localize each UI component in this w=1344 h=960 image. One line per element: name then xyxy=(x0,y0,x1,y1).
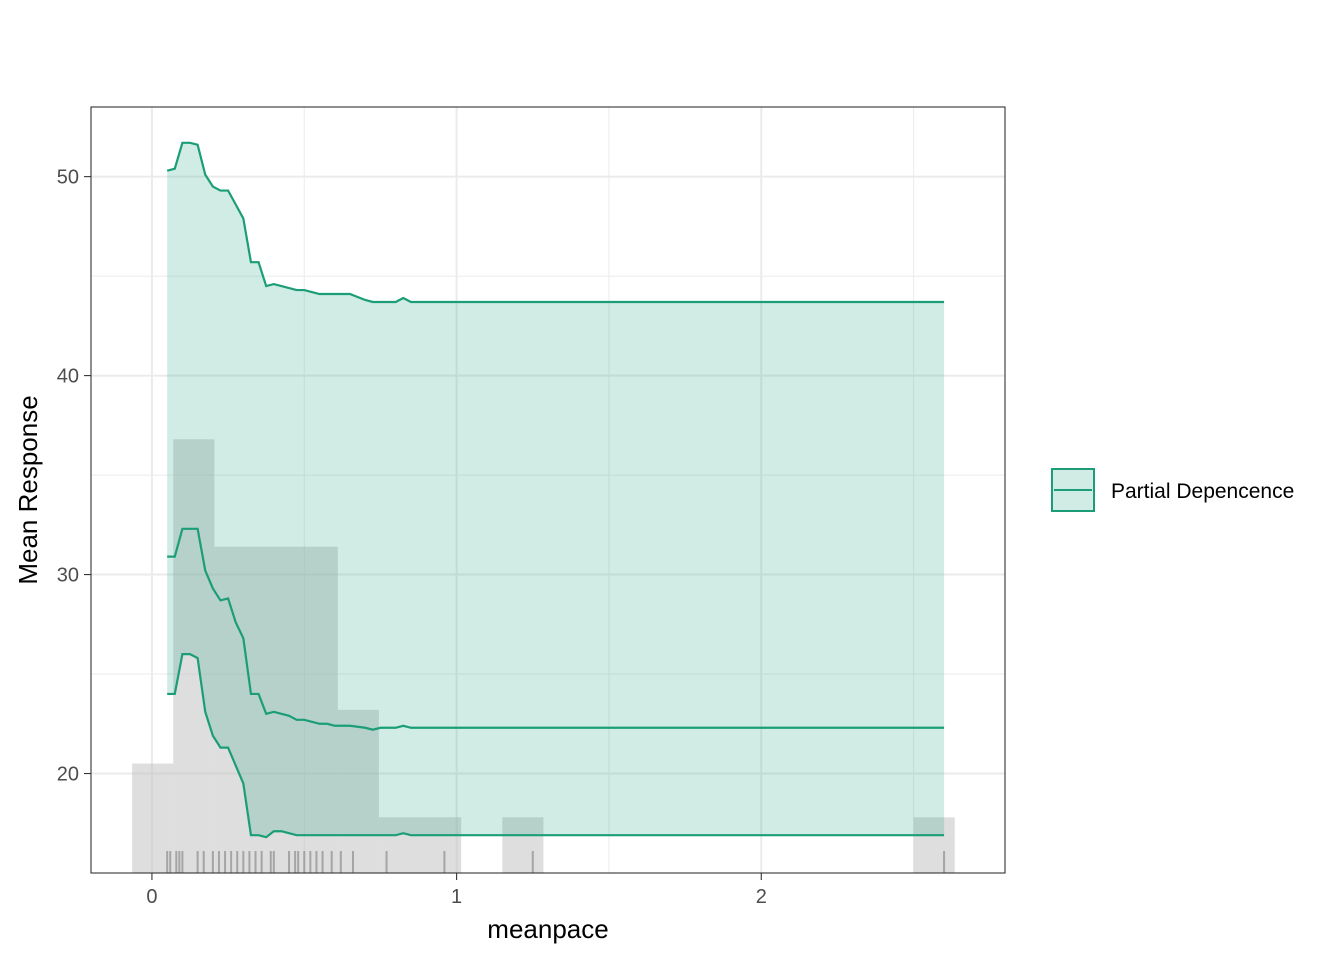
x-axis: 0 1 2 xyxy=(146,873,767,908)
y-tick-label: 40 xyxy=(57,366,79,388)
x-axis-label: meanpace xyxy=(487,914,608,944)
histogram-bar xyxy=(502,817,544,873)
rug-marks xyxy=(166,851,946,873)
series-line-upper xyxy=(166,141,945,304)
partial-dependence-band xyxy=(167,142,945,838)
x-tick-label: 2 xyxy=(756,886,767,908)
histogram-bar xyxy=(337,709,379,873)
y-tick-label: 50 xyxy=(57,167,79,189)
histogram-bar xyxy=(378,817,462,873)
histogram-bars xyxy=(132,439,955,873)
y-tick-label: 30 xyxy=(57,565,79,587)
legend-entry-label: Partial Depencence xyxy=(1111,480,1294,503)
x-tick-label: 0 xyxy=(146,886,157,908)
legend: Partial Depencence xyxy=(1051,468,1294,512)
series-line-lower xyxy=(167,653,945,839)
y-tick-label: 20 xyxy=(57,764,79,786)
y-axis-label: Mean Response xyxy=(13,395,43,584)
histogram-bar xyxy=(913,817,955,873)
x-tick-label: 1 xyxy=(451,886,462,908)
y-axis: 20 30 40 50 xyxy=(57,167,91,786)
histogram-bar xyxy=(214,546,338,873)
confidence-band xyxy=(167,142,945,838)
partial-dependence-lines xyxy=(166,141,945,839)
series-line-partial-depencence xyxy=(167,527,945,731)
plot-panel-border xyxy=(90,106,1006,874)
